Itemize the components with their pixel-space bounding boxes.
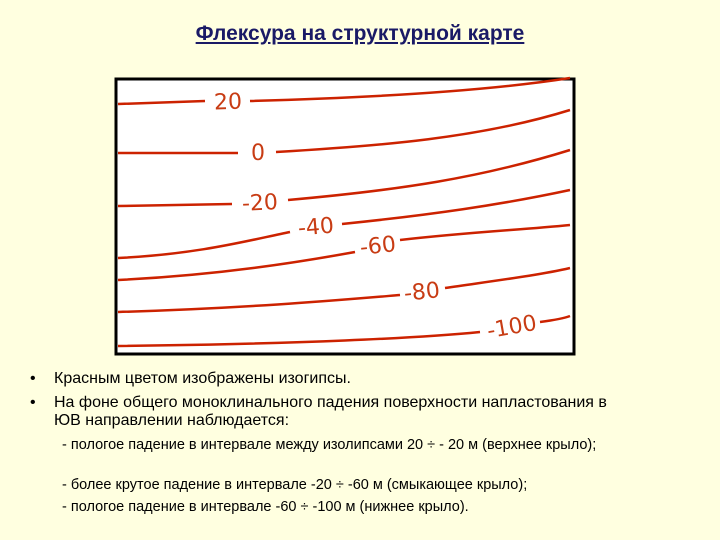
contour-line [117,314,571,348]
contour-label: -20 [241,190,278,217]
bullet: • На фоне общего моноклинального падения … [30,394,610,430]
sub-item: - пологое падение в интервале между изол… [62,437,597,453]
bullet-text: Красным цветом изображены изогипсы. [54,370,351,387]
contour-label: -80 [403,278,441,307]
map-frame [114,77,576,356]
contour-label: -40 [297,213,335,241]
contour-line [118,108,571,155]
sub-item: - пологое падение в интервале -60 ÷ -100… [62,499,469,515]
contour-line [117,266,571,314]
contour-label: 20 [214,90,243,116]
contour-label: -60 [359,232,397,261]
sub-item: - более крутое падение в интервале -20 ÷… [62,477,528,493]
contour-line [117,76,571,106]
bullet-text: На фоне общего моноклинального падения п… [54,394,607,429]
bullet: • Красным цветом изображены изогипсы. [30,370,610,388]
slide-title: Флексура на структурной карте [195,22,525,45]
contour-line [117,223,571,282]
contour-line [117,148,571,208]
contours [117,76,571,348]
contour-label: 0 [251,141,265,166]
contour-line [117,188,571,260]
